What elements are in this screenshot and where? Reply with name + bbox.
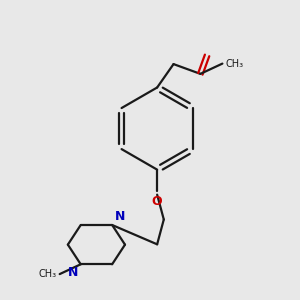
Text: N: N <box>115 210 125 223</box>
Text: O: O <box>152 195 163 208</box>
Text: N: N <box>68 266 78 279</box>
Text: CH₃: CH₃ <box>39 269 57 279</box>
Text: CH₃: CH₃ <box>225 58 243 69</box>
